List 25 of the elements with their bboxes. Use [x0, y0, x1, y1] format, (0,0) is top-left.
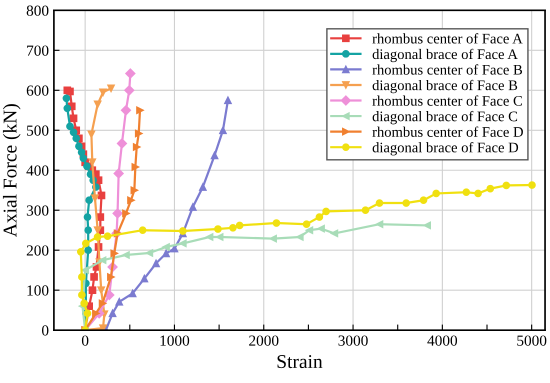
legend-label: rhombus center of Face C — [372, 95, 522, 106]
y-tick-label: 800 — [26, 5, 48, 16]
legend-label: diagonal brace of Face A — [372, 48, 518, 62]
y-tick-label: 100 — [27, 285, 48, 296]
legend-label: rhombus center of Face A — [372, 33, 523, 44]
x-tick-label: 4000 — [427, 335, 458, 346]
y-tick-label: 500 — [27, 125, 48, 136]
x-tick-label: 5000 — [517, 335, 546, 346]
x-tick-label: 3000 — [338, 335, 368, 346]
legend-label: diagonal brace of Face B — [372, 80, 518, 94]
legend-label: diagonal brace of Face C — [372, 110, 518, 124]
x-tick-label: 1000 — [160, 335, 190, 346]
x-axis-title: Strain — [278, 355, 322, 368]
legend-label: rhombus center of Face D — [372, 126, 523, 137]
y-tick-label: 0 — [42, 325, 48, 336]
y-tick-label: 300 — [26, 205, 48, 216]
y-axis-title: Axial Force (kN) — [2, 104, 21, 238]
y-tick-label: 200 — [26, 245, 48, 256]
x-tick-label: 2000 — [249, 335, 278, 346]
x-tick-label: 0 — [82, 335, 88, 346]
legend-label: diagonal brace of Face D — [372, 142, 518, 156]
legend-label: rhombus center of Face B — [372, 64, 522, 75]
y-tick-label: 700 — [27, 45, 48, 56]
y-tick-label: 400 — [26, 165, 48, 176]
y-tick-label: 600 — [26, 85, 48, 96]
